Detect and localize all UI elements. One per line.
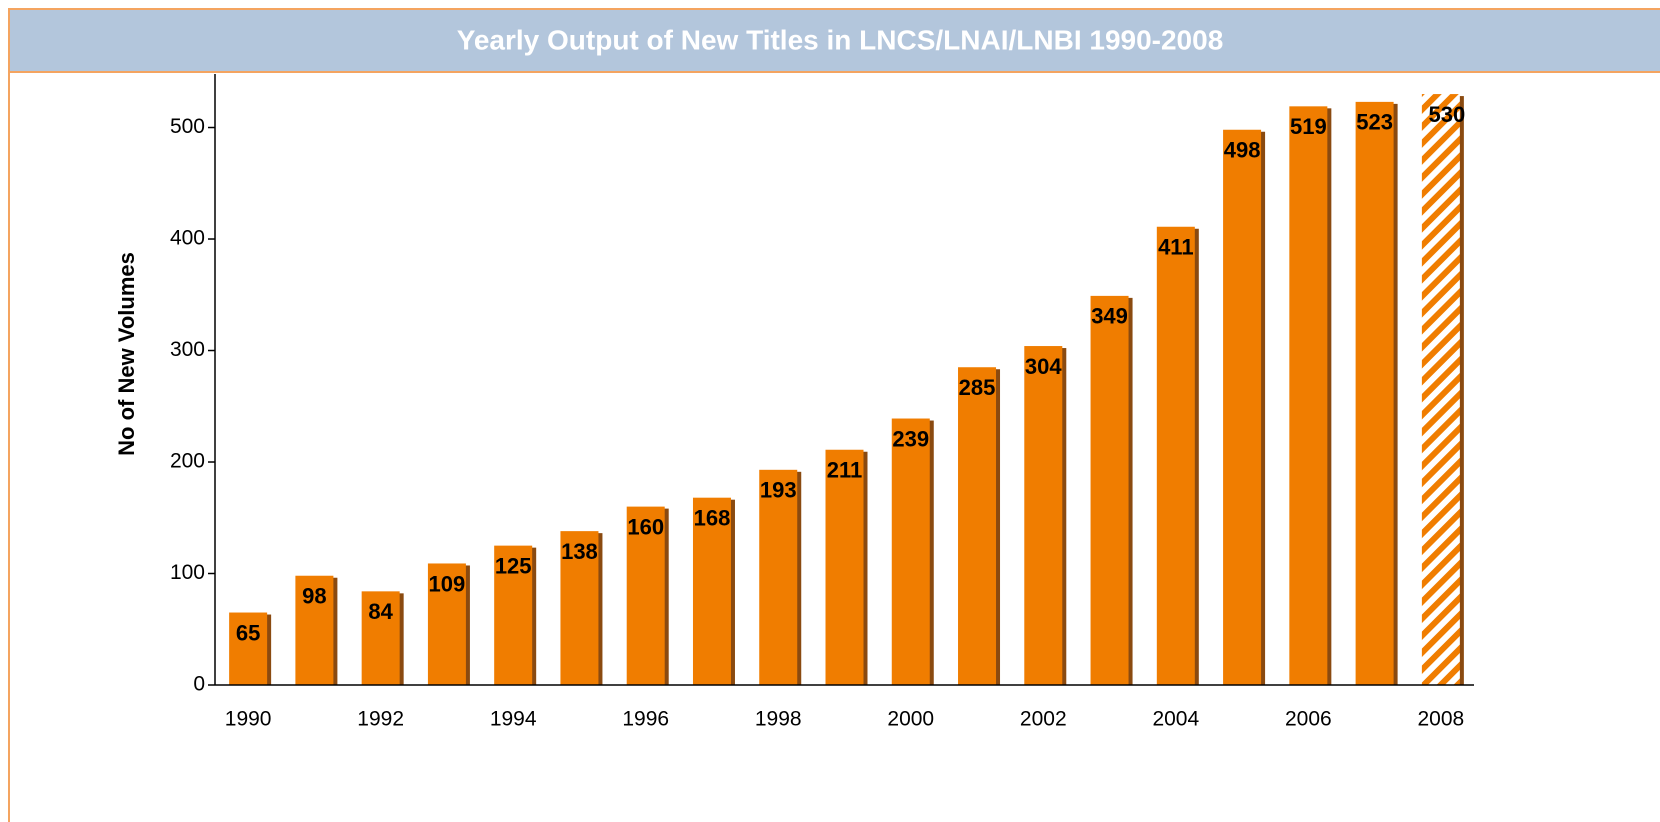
y-tick-label: 400 bbox=[170, 227, 205, 250]
y-tick-label: 500 bbox=[170, 115, 205, 138]
value-label: 160 bbox=[627, 514, 664, 539]
value-label: 304 bbox=[1025, 354, 1062, 379]
bar-shadow bbox=[464, 565, 470, 685]
bar bbox=[361, 591, 400, 685]
bar bbox=[560, 531, 599, 685]
bar bbox=[295, 575, 334, 685]
bar bbox=[1090, 295, 1129, 685]
value-label: 125 bbox=[495, 553, 532, 578]
bar bbox=[692, 497, 731, 685]
value-label: 109 bbox=[429, 571, 466, 596]
bar-shadow bbox=[1061, 348, 1067, 685]
bar bbox=[1355, 101, 1394, 685]
value-label: 349 bbox=[1091, 304, 1128, 329]
bar-shadow bbox=[597, 533, 603, 685]
bar bbox=[494, 545, 533, 685]
frame bbox=[8, 8, 1660, 822]
value-label: 239 bbox=[892, 426, 929, 451]
value-label: 523 bbox=[1356, 110, 1393, 135]
bar-shadow bbox=[266, 614, 272, 685]
chart-title: Yearly Output of New Titles in LNCS/LNAI… bbox=[457, 24, 1224, 55]
bar bbox=[626, 506, 665, 685]
y-axis-label: No of New Volumes bbox=[114, 252, 139, 456]
value-label: 519 bbox=[1290, 114, 1327, 139]
value-label: 168 bbox=[694, 505, 731, 530]
value-label: 193 bbox=[760, 478, 797, 503]
bar bbox=[229, 612, 268, 685]
bar bbox=[427, 563, 466, 685]
value-label: 211 bbox=[827, 458, 863, 483]
bar-shadow bbox=[663, 508, 669, 685]
x-tick-label: 2006 bbox=[1285, 708, 1332, 731]
value-label: 98 bbox=[302, 584, 326, 609]
x-tick-label: 1992 bbox=[357, 708, 404, 731]
bar-shadow bbox=[1193, 228, 1199, 685]
bar-shadow bbox=[1326, 108, 1332, 686]
x-tick-label: 1998 bbox=[755, 708, 802, 731]
x-tick-label: 2004 bbox=[1152, 708, 1199, 731]
title-bar bbox=[8, 8, 1660, 73]
y-tick-label: 100 bbox=[170, 561, 205, 584]
bar-shadow bbox=[928, 420, 934, 685]
bar bbox=[1156, 226, 1195, 685]
bar bbox=[759, 469, 798, 685]
bar-shadow bbox=[1458, 96, 1464, 686]
bar-shadow bbox=[398, 593, 404, 685]
x-tick-label: 1994 bbox=[490, 708, 537, 731]
value-label: 84 bbox=[368, 599, 393, 624]
value-label: 411 bbox=[1158, 235, 1194, 260]
value-label: 138 bbox=[561, 539, 598, 564]
bar-forecast bbox=[1421, 94, 1460, 686]
bar-shadow bbox=[1260, 131, 1266, 685]
x-tick-label: 2008 bbox=[1418, 708, 1465, 731]
bar-shadow bbox=[729, 499, 735, 685]
x-tick-label: 1996 bbox=[622, 708, 669, 731]
y-tick-label: 0 bbox=[193, 673, 205, 696]
value-label: 65 bbox=[236, 620, 260, 645]
bar bbox=[958, 367, 997, 685]
bar bbox=[1024, 346, 1063, 685]
bar-shadow bbox=[332, 577, 338, 685]
y-tick-label: 200 bbox=[170, 450, 205, 473]
bar-shadow bbox=[1127, 297, 1133, 685]
bar bbox=[825, 449, 864, 685]
value-label: 498 bbox=[1224, 138, 1261, 163]
bar bbox=[891, 418, 930, 685]
value-label: 530 bbox=[1429, 102, 1466, 127]
bar-shadow bbox=[862, 451, 868, 685]
bar-shadow bbox=[1392, 103, 1398, 685]
x-tick-label: 2002 bbox=[1020, 708, 1067, 731]
bar-shadow bbox=[796, 471, 802, 685]
x-tick-label: 2000 bbox=[887, 708, 934, 731]
bar bbox=[1223, 129, 1262, 685]
value-label: 285 bbox=[959, 375, 996, 400]
bar-shadow bbox=[995, 369, 1001, 685]
y-tick-label: 300 bbox=[170, 338, 205, 361]
x-tick-label: 1990 bbox=[225, 708, 272, 731]
bar-shadow bbox=[531, 547, 537, 685]
bar bbox=[1289, 106, 1328, 686]
